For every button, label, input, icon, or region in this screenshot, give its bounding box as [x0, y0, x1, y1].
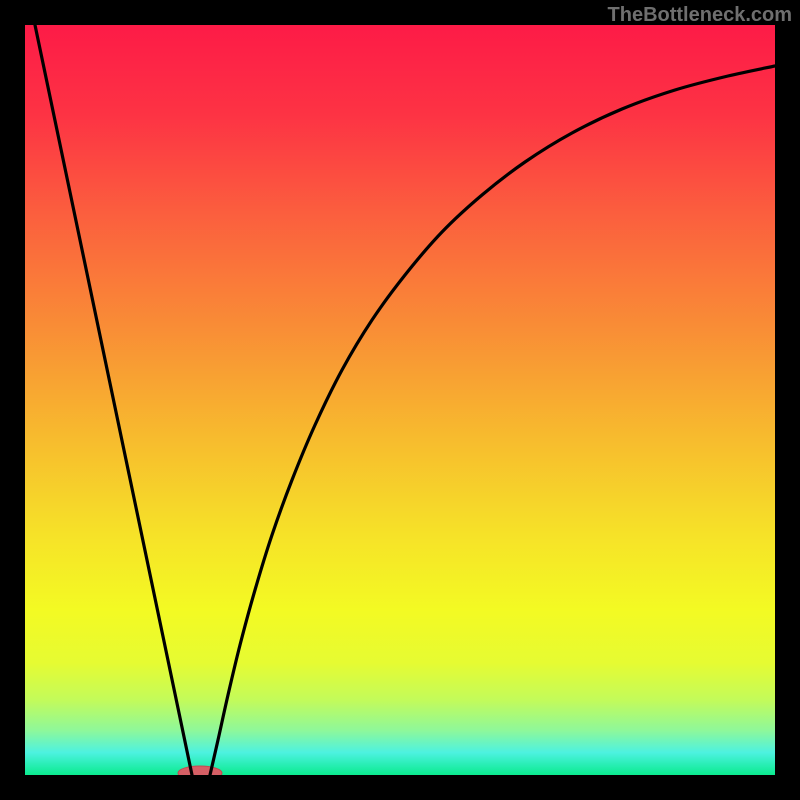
- watermark-text: TheBottleneck.com: [608, 4, 792, 27]
- bottleneck-chart: TheBottleneck.com: [0, 0, 800, 800]
- chart-svg: [0, 0, 800, 800]
- chart-gradient-background: [25, 25, 775, 775]
